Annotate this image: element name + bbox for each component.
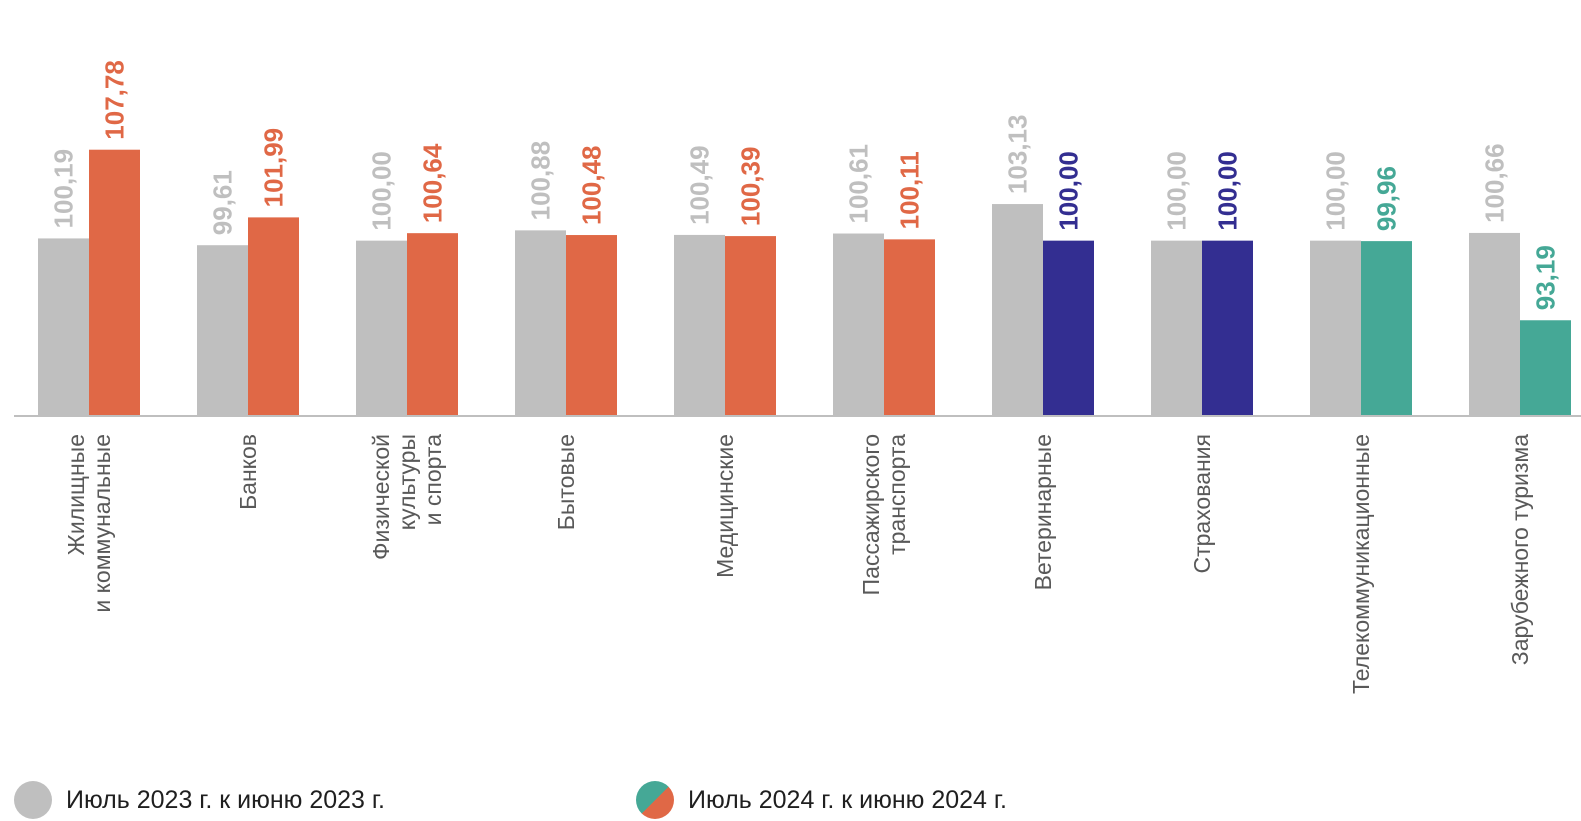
bar-2024: [407, 233, 458, 416]
value-label-2024: 100,00: [1054, 151, 1084, 231]
category-labels-group: Жилищныеи коммунальные Банков Физическойку…: [63, 434, 1533, 694]
bar-2024: [248, 217, 299, 416]
category-label: Ветеринарные: [1030, 434, 1056, 590]
category-label: Телекоммуникационные: [1348, 434, 1374, 694]
category-label: Банков: [235, 434, 261, 510]
category-label-line: Физической: [368, 434, 394, 560]
bar-2023: [38, 238, 89, 416]
category-label-line: транспорта: [884, 434, 910, 555]
category-label-line: Ветеринарные: [1030, 434, 1056, 590]
value-label-2023: 103,13: [1003, 115, 1033, 195]
category-label: Зарубежного туризма: [1507, 434, 1533, 665]
value-label-2023: 99,61: [208, 170, 238, 235]
bar-2024: [725, 236, 776, 416]
category-label-line: Банков: [235, 434, 261, 510]
value-label-2024: 100,48: [577, 146, 607, 226]
bar-2023: [674, 234, 725, 416]
legend-swatch-split: [636, 781, 674, 819]
category-label-line: Медицинские: [712, 434, 738, 578]
value-label-2024: 100,11: [895, 151, 925, 229]
value-label-2023: 100,88: [526, 141, 556, 221]
legend-item-2024: Июль 2024 г. к июню 2024 г.: [636, 780, 1007, 820]
value-label-2023: 100,66: [1480, 143, 1510, 223]
category-label: Пассажирскоготранспорта: [858, 434, 910, 596]
value-label-2024: 100,64: [418, 143, 448, 223]
bar-2024: [1043, 240, 1094, 416]
legend-label-2024: Июль 2024 г. к июню 2024 г.: [688, 785, 1007, 814]
value-label-2024: 99,96: [1372, 166, 1402, 231]
value-labels-group: 100,19 107,78 99,61 101,99 100,00 100,64 100,8…: [49, 60, 1561, 310]
bar-2023: [992, 204, 1043, 416]
value-label-2024: 100,00: [1213, 151, 1243, 231]
value-label-2023: 100,00: [1162, 151, 1192, 231]
category-label-line: Телекоммуникационные: [1348, 434, 1374, 694]
category-label-line: культуры: [394, 434, 420, 530]
value-label-2023: 100,00: [367, 151, 397, 231]
category-label-line: Бытовые: [553, 434, 579, 530]
bar-2024: [89, 149, 140, 417]
bar-2023: [1310, 240, 1361, 416]
category-label-line: и коммунальные: [89, 434, 115, 613]
category-label: Бытовые: [553, 434, 579, 530]
category-label-line: Жилищные: [63, 434, 89, 555]
bar-2023: [1151, 240, 1202, 416]
value-label-2024: 101,99: [259, 128, 289, 208]
value-label-2023: 100,49: [685, 145, 715, 225]
category-label-line: Пассажирского: [858, 434, 884, 595]
bars-group: [38, 149, 1571, 417]
category-label: Жилищныеи коммунальные: [63, 434, 115, 613]
category-label: Физическойкультурыи спорта: [368, 434, 446, 560]
category-label-line: Зарубежного туризма: [1507, 434, 1533, 665]
value-label-2023: 100,00: [1321, 151, 1351, 231]
legend-swatch-gray: [14, 781, 52, 819]
value-label-2024: 100,39: [736, 147, 766, 227]
value-label-2024: 107,78: [100, 60, 130, 140]
bar-2023: [197, 245, 248, 416]
category-label-line: и спорта: [420, 434, 446, 526]
bar-2024: [884, 239, 935, 416]
value-label-2023: 100,19: [49, 149, 79, 229]
category-label-line: Страхования: [1189, 434, 1215, 574]
bar-2024: [566, 235, 617, 416]
bar-2023: [1469, 232, 1520, 416]
category-label: Страхования: [1189, 434, 1215, 574]
bar-2024: [1361, 241, 1412, 416]
bar-2024: [1202, 240, 1253, 416]
bar-2024: [1520, 320, 1571, 416]
legend-item-2023: Июль 2023 г. к июню 2023 г.: [14, 780, 385, 820]
category-label: Медицинские: [712, 434, 738, 578]
legend-label-2023: Июль 2023 г. к июню 2023 г.: [66, 785, 385, 814]
value-label-2023: 100,61: [844, 144, 874, 224]
bar-2023: [356, 240, 407, 416]
bar-2023: [833, 233, 884, 416]
bar-2023: [515, 230, 566, 416]
value-label-2024: 93,19: [1531, 245, 1561, 310]
